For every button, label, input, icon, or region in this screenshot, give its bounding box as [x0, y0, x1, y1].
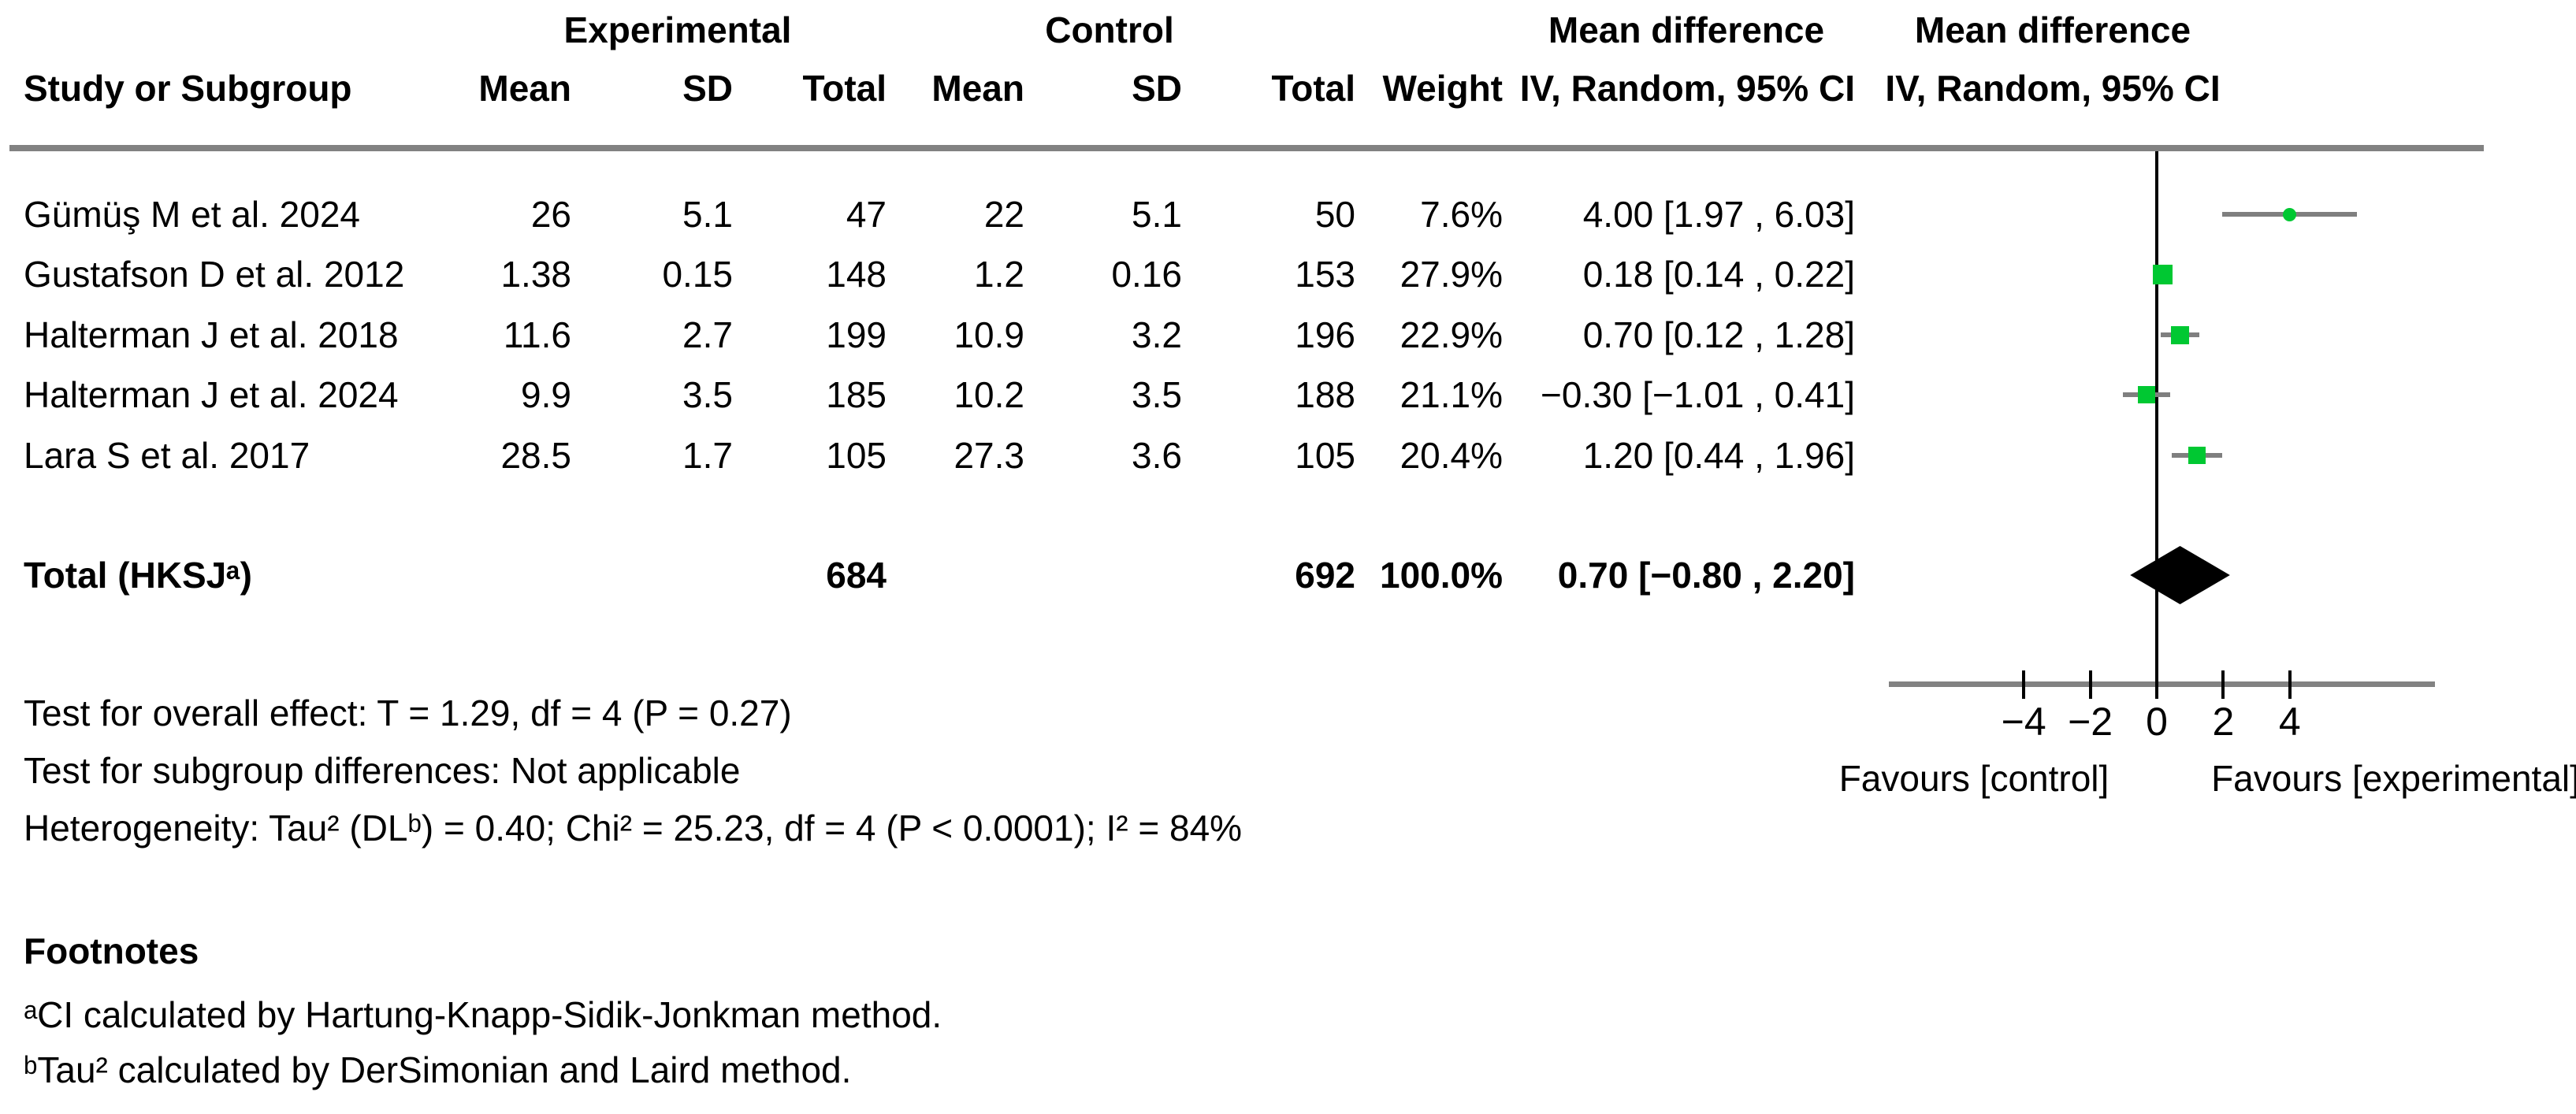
- pooled-diamond: [2130, 546, 2230, 604]
- x-axis-tick: [2088, 670, 2092, 699]
- footnote-b: ᵇTau² calculated by DerSimonian and Lair…: [24, 1049, 852, 1090]
- header-ctrl-mean: Mean: [931, 68, 1024, 109]
- exp-total-value: 199: [826, 314, 887, 355]
- header-weight: Weight: [1382, 68, 1503, 109]
- favours-experimental-label: Favours [experimental]: [2211, 758, 2576, 799]
- total-weight: 100.0%: [1379, 555, 1503, 596]
- x-axis-tick-label: 2: [2212, 700, 2235, 744]
- ci-text-value: 0.18 [0.14 , 0.22]: [1582, 254, 1855, 295]
- exp-total-value: 185: [826, 374, 887, 415]
- exp-sd-value: 0.15: [662, 254, 733, 295]
- effect-marker: [2153, 264, 2173, 284]
- effect-marker: [2188, 447, 2206, 464]
- weight-value: 7.6%: [1420, 194, 1503, 235]
- ctrl-mean-value: 1.2: [974, 254, 1024, 295]
- study-name: Gustafson D et al. 2012: [24, 254, 405, 295]
- exp-total-value: 47: [846, 194, 887, 235]
- ci-text-value: −0.30 [−1.01 , 0.41]: [1541, 374, 1855, 415]
- ctrl-sd-value: 5.1: [1132, 194, 1182, 235]
- ci-text-value: 1.20 [0.44 , 1.96]: [1582, 435, 1855, 476]
- effect-marker: [2138, 386, 2156, 403]
- ctrl-total-value: 196: [1295, 314, 1355, 355]
- exp-sd-value: 2.7: [682, 314, 733, 355]
- x-axis-tick-label: −4: [2001, 700, 2046, 744]
- total-ctrl-total: 692: [1295, 555, 1355, 596]
- header-exp-sd: SD: [682, 68, 733, 109]
- x-axis-tick: [2155, 670, 2158, 699]
- ctrl-sd-value: 3.5: [1132, 374, 1182, 415]
- exp-mean-value: 11.6: [503, 314, 571, 355]
- header-ctrl-sd: SD: [1132, 68, 1182, 109]
- ctrl-mean-value: 10.2: [953, 374, 1024, 415]
- footnote-a: ᵃCI calculated by Hartung-Knapp-Sidik-Jo…: [24, 994, 942, 1035]
- test-overall-effect-line: Test for overall effect: T = 1.29, df = …: [24, 693, 792, 733]
- header-exp-total: Total: [802, 68, 887, 109]
- x-axis-tick: [2022, 670, 2026, 699]
- ctrl-total-value: 188: [1295, 374, 1355, 415]
- effect-marker: [2171, 325, 2190, 344]
- weight-value: 27.9%: [1400, 254, 1503, 295]
- exp-mean-value: 26: [530, 194, 571, 235]
- header-experimental-group: Experimental: [563, 9, 792, 50]
- ctrl-total-value: 153: [1295, 254, 1355, 295]
- x-axis-tick-label: 0: [2146, 700, 2168, 744]
- total-exp-total: 684: [826, 555, 887, 596]
- header-study-or-subgroup: Study or Subgroup: [24, 68, 352, 109]
- weight-value: 20.4%: [1400, 435, 1503, 476]
- ctrl-mean-value: 22: [983, 194, 1024, 235]
- header-control-group: Control: [1045, 9, 1174, 50]
- x-axis-line: [1889, 681, 2435, 687]
- exp-sd-value: 1.7: [682, 435, 733, 476]
- study-name: Gümüş M et al. 2024: [24, 194, 360, 235]
- exp-mean-value: 1.38: [500, 254, 571, 295]
- ci-text-value: 4.00 [1.97 , 6.03]: [1582, 194, 1855, 235]
- study-name: Halterman J et al. 2024: [24, 374, 399, 415]
- test-subgroup-differences-line: Test for subgroup differences: Not appli…: [24, 750, 741, 791]
- header-separator-line: [9, 145, 2484, 151]
- weight-value: 21.1%: [1400, 374, 1503, 415]
- x-axis-tick-label: −2: [2068, 700, 2113, 744]
- header-mean-difference-text: Mean difference: [1548, 9, 1825, 50]
- ctrl-sd-value: 3.6: [1132, 435, 1182, 476]
- heterogeneity-line: Heterogeneity: Tau² (DLᵇ) = 0.40; Chi² =…: [24, 808, 1243, 848]
- favours-control-label: Favours [control]: [1838, 758, 2109, 799]
- header-exp-mean: Mean: [478, 68, 571, 109]
- header-ci-plot-col: IV, Random, 95% CI: [1885, 68, 2221, 109]
- effect-marker: [2283, 207, 2297, 221]
- header-mean-difference-plot: Mean difference: [1914, 9, 2191, 50]
- ci-text-value: 0.70 [0.12 , 1.28]: [1582, 314, 1855, 355]
- ctrl-sd-value: 0.16: [1111, 254, 1182, 295]
- x-axis-tick: [2288, 670, 2292, 699]
- ctrl-sd-value: 3.2: [1132, 314, 1182, 355]
- exp-sd-value: 3.5: [682, 374, 733, 415]
- total-ci-text: 0.70 [−0.80 , 2.20]: [1557, 555, 1855, 596]
- zero-line: [2155, 151, 2158, 684]
- x-axis-tick: [2221, 670, 2225, 699]
- ctrl-total-value: 50: [1314, 194, 1355, 235]
- header-ci-text-col: IV, Random, 95% CI: [1519, 68, 1855, 109]
- footnotes-title: Footnotes: [24, 930, 199, 971]
- header-ctrl-total: Total: [1271, 68, 1355, 109]
- exp-sd-value: 5.1: [682, 194, 733, 235]
- weight-value: 22.9%: [1400, 314, 1503, 355]
- exp-total-value: 105: [826, 435, 887, 476]
- exp-total-value: 148: [826, 254, 887, 295]
- ctrl-total-value: 105: [1295, 435, 1355, 476]
- study-name: Lara S et al. 2017: [24, 435, 310, 476]
- x-axis-tick-label: 4: [2278, 700, 2301, 744]
- exp-mean-value: 9.9: [521, 374, 571, 415]
- study-name: Halterman J et al. 2018: [24, 314, 399, 355]
- ctrl-mean-value: 27.3: [953, 435, 1024, 476]
- ctrl-mean-value: 10.9: [953, 314, 1024, 355]
- exp-mean-value: 28.5: [500, 435, 571, 476]
- total-label: Total (HKSJᵃ): [24, 555, 252, 596]
